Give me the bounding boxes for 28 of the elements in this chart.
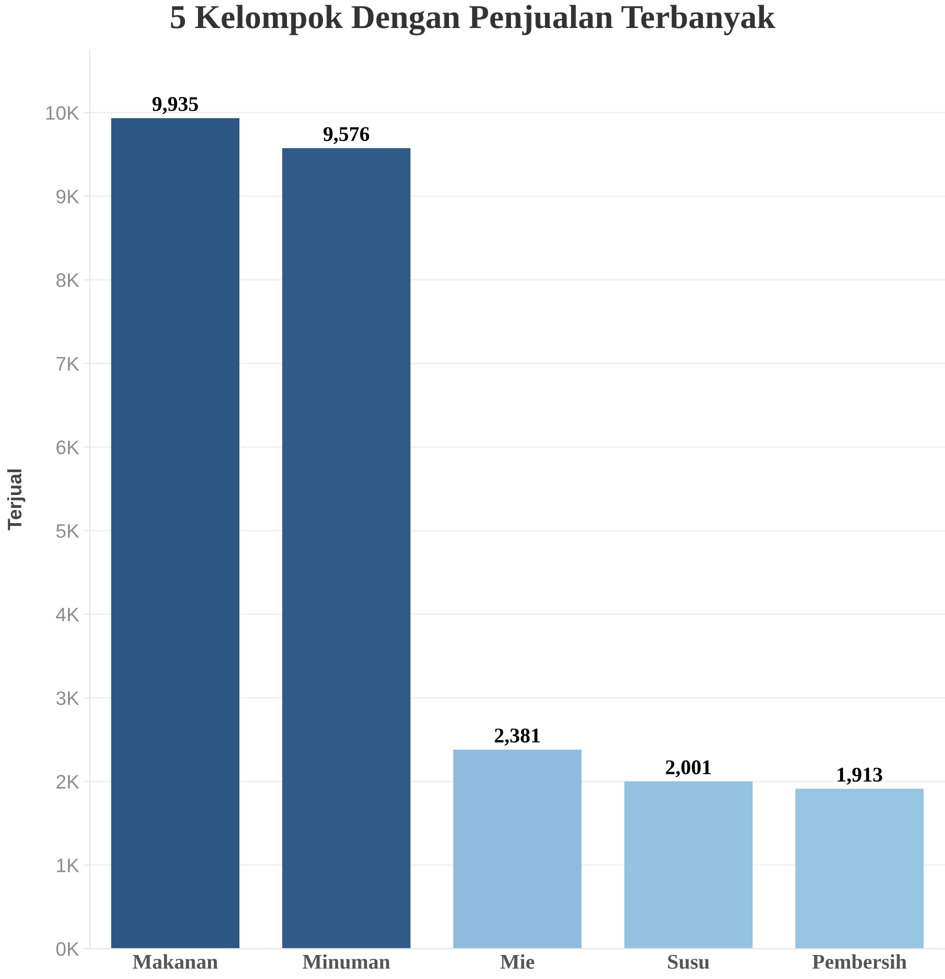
x-tick-label: Minuman [302,954,390,969]
data-label: 2,381 [494,728,540,746]
x-tick-label: Pembersih [812,954,907,969]
data-label: 9,576 [323,127,370,144]
chart-title: 5 Kelompok Dengan Penjualan Terbanyak [170,4,776,36]
bar [453,750,582,949]
y-tick-label: 3K [56,691,80,706]
y-tick-label: 9K [56,190,80,204]
y-tick-label: 8K [56,273,80,288]
bar [282,148,410,949]
bar [795,788,924,949]
x-tick-label: Makanan [132,954,218,969]
x-tick-label: Mie [500,954,534,969]
y-tick-label: 2K [56,774,80,788]
data-label: 2,001 [666,760,711,778]
y-axis-title: Terjual [7,470,26,530]
y-tick-label: 1K [57,858,80,872]
y-tick-label: 6K [56,440,80,454]
y-tick-label: 0K [56,942,80,956]
y-tick-label: 4K [56,608,80,622]
y-tick-label: 7K [56,357,80,370]
bar [111,118,240,949]
data-label: 9,935 [152,97,198,114]
y-tick-label: 5K [56,524,80,538]
y-tick-label: 10K [46,106,80,120]
data-label: 1,913 [838,768,882,785]
bar [624,781,753,949]
x-tick-label: Susu [668,954,710,969]
